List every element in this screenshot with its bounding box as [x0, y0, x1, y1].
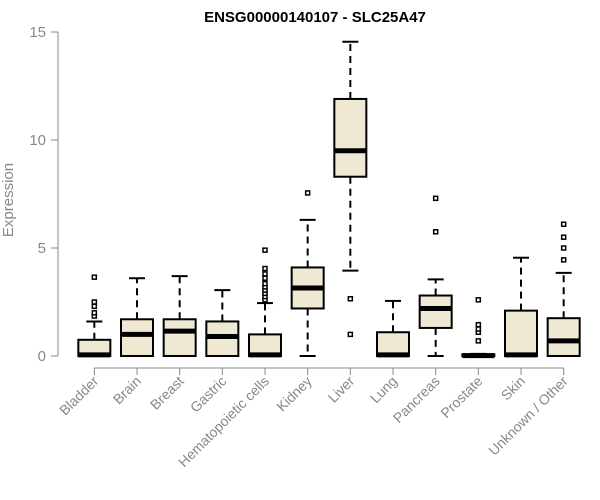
outlier-point — [475, 321, 482, 328]
box-series — [77, 40, 581, 359]
outlier-point — [91, 310, 98, 316]
outlier-point — [475, 297, 482, 303]
x-tick-label: Liver — [325, 373, 358, 406]
x-tick-label: Skin — [498, 373, 529, 404]
x-tick-label: Pancreas — [390, 373, 443, 426]
box-iqr — [418, 294, 453, 329]
outlier-point — [560, 257, 567, 263]
box-pancreas — [418, 195, 453, 357]
outlier-point — [91, 274, 98, 280]
box-breast — [162, 275, 197, 357]
box-kidney — [290, 190, 325, 357]
box-bladder — [77, 274, 112, 358]
box-iqr — [546, 317, 581, 358]
outlier-point — [347, 296, 354, 302]
x-tick-label: Brain — [110, 373, 144, 407]
box-liver — [333, 40, 368, 338]
y-tick-label: 15 — [29, 24, 46, 41]
y-axis: 0 5 10 15 — [29, 24, 59, 365]
box-hematopoietic-cells — [248, 247, 282, 358]
outlier-point — [262, 247, 268, 253]
outlier-point — [560, 221, 567, 227]
outlier-point — [560, 245, 567, 251]
outlier-point — [304, 190, 311, 196]
box-iqr — [162, 318, 197, 357]
outlier-point — [262, 265, 268, 272]
x-tick-label: Bladder — [56, 373, 102, 419]
y-tick-label: 0 — [38, 348, 46, 365]
outlier-point — [432, 229, 439, 235]
outlier-point — [262, 271, 268, 277]
box-brain — [120, 277, 154, 357]
outlier-point — [262, 275, 268, 281]
box-lung — [376, 299, 410, 358]
y-tick-label: 10 — [29, 132, 46, 149]
y-tick-label: 5 — [38, 240, 46, 257]
box-unknown-other — [546, 221, 581, 358]
chart-title: ENSG00000140107 - SLC25A47 — [204, 9, 426, 26]
outlier-point — [560, 234, 567, 240]
box-iqr — [120, 318, 154, 357]
outlier-point — [91, 303, 98, 310]
outlier-point — [347, 331, 354, 338]
box-iqr — [504, 309, 538, 358]
x-tick-label: Breast — [147, 373, 187, 413]
outlier-point — [432, 195, 439, 202]
outlier-point — [475, 326, 482, 332]
x-tick-label: Lung — [367, 373, 400, 406]
box-iqr — [333, 97, 368, 178]
x-tick-label: Unknown / Other — [485, 373, 571, 459]
box-prostate — [461, 297, 496, 359]
outlier-point — [91, 299, 98, 305]
box-gastric — [205, 289, 240, 358]
x-tick-label: Kidney — [273, 373, 315, 415]
x-tick-label: Prostate — [437, 373, 485, 421]
y-axis-label: Expression — [0, 163, 17, 237]
outlier-point — [262, 280, 268, 287]
outlier-point — [475, 338, 482, 344]
x-tick-label: Gastric — [187, 373, 230, 416]
box-skin — [504, 256, 538, 358]
